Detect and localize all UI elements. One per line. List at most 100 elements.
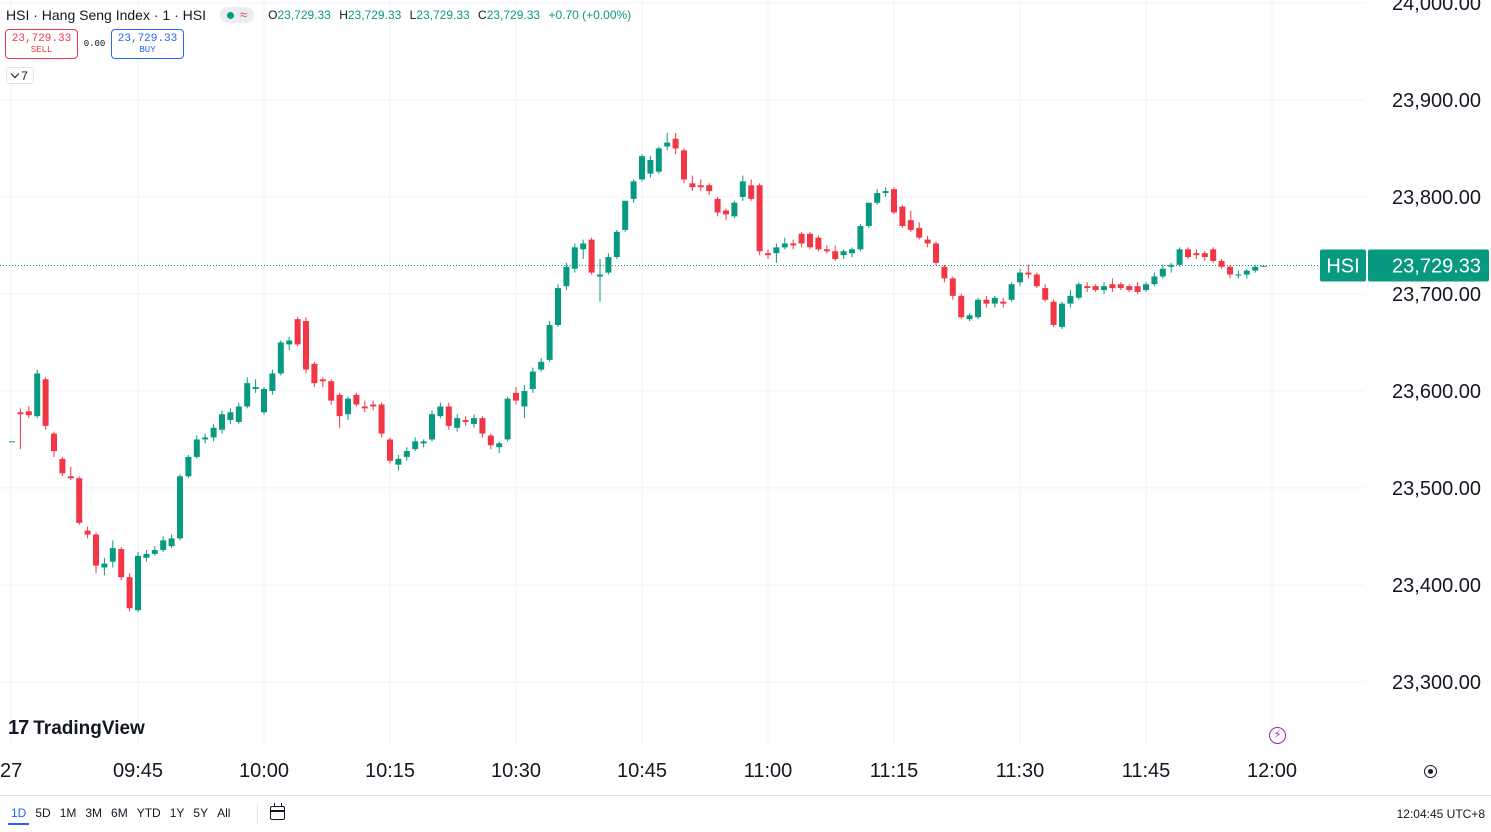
candle-body bbox=[252, 387, 259, 389]
candle bbox=[790, 239, 797, 250]
candle-body bbox=[1243, 270, 1250, 275]
candle-body bbox=[1134, 286, 1141, 292]
candle-body bbox=[563, 266, 570, 287]
candle bbox=[832, 245, 839, 261]
x-tick-label: 12:00 bbox=[1247, 760, 1297, 782]
candle-body bbox=[59, 458, 66, 474]
candle bbox=[126, 573, 133, 612]
candle bbox=[345, 396, 351, 421]
candle bbox=[277, 340, 284, 376]
candle-body bbox=[672, 138, 679, 149]
candle bbox=[613, 229, 620, 260]
candle-body bbox=[1084, 286, 1091, 289]
candle bbox=[67, 466, 74, 481]
candle bbox=[714, 196, 721, 217]
candle bbox=[1168, 262, 1175, 273]
candle-body bbox=[496, 443, 503, 448]
candle-body bbox=[756, 185, 763, 252]
candle bbox=[882, 187, 889, 197]
calendar-icon[interactable] bbox=[270, 803, 285, 820]
candle-body bbox=[815, 237, 822, 250]
candle bbox=[361, 400, 368, 413]
candle bbox=[773, 243, 780, 263]
candle-body bbox=[1000, 301, 1007, 304]
candle bbox=[891, 187, 897, 215]
range-ytd-button[interactable]: YTD bbox=[136, 806, 161, 820]
candle-body bbox=[647, 160, 654, 174]
candle bbox=[370, 400, 377, 411]
candle-body bbox=[1235, 274, 1242, 276]
chevron-down-icon bbox=[10, 69, 20, 79]
candle-body bbox=[1210, 249, 1217, 261]
sell-button[interactable]: 23,729.33 SELL bbox=[5, 29, 78, 59]
range-all-button[interactable]: All bbox=[217, 806, 231, 820]
candle-body bbox=[151, 550, 158, 554]
market-status[interactable]: ≈ bbox=[219, 7, 255, 23]
range-6m-button[interactable]: 6M bbox=[111, 806, 128, 820]
candle-body bbox=[941, 266, 948, 279]
candle-body bbox=[630, 181, 637, 199]
candle-body bbox=[1050, 301, 1057, 325]
sell-label: SELL bbox=[30, 44, 53, 55]
buy-button[interactable]: 23,729.33 BUY bbox=[111, 29, 184, 59]
range-5y-button[interactable]: 5Y bbox=[193, 806, 209, 820]
candle-body bbox=[773, 247, 780, 254]
x-tick-label: 10:00 bbox=[239, 760, 289, 782]
candle-body bbox=[76, 478, 83, 523]
candle-body bbox=[706, 185, 713, 192]
candle-body bbox=[798, 233, 805, 244]
candlestick-chart[interactable]: 24,000.00 23,900.00 23,800.00 23,700.00 23,6… bbox=[0, 0, 1491, 795]
high-value: 23,729.33 bbox=[347, 8, 402, 22]
candle-body bbox=[949, 278, 956, 296]
candle-body bbox=[1092, 286, 1099, 291]
candle-body bbox=[1067, 295, 1074, 304]
candle bbox=[899, 204, 906, 228]
time-axis[interactable]: 27 09:45 10:00 10:15 10:30 10:45 11:00 11:15 11:… bbox=[0, 760, 1297, 782]
range-3m-button[interactable]: 3M bbox=[85, 806, 103, 820]
candle bbox=[479, 416, 486, 438]
candle bbox=[387, 437, 393, 464]
indicators-toggle-button[interactable]: 7 bbox=[6, 67, 34, 84]
candle bbox=[294, 317, 301, 347]
clock-readout[interactable]: 12:04:45 UTC+8 bbox=[1396, 807, 1485, 821]
settings-icon[interactable] bbox=[1424, 765, 1437, 778]
candle-body bbox=[286, 340, 293, 345]
candle-body bbox=[454, 418, 461, 428]
candle-body bbox=[370, 404, 377, 407]
candle bbox=[563, 262, 570, 291]
range-1m-button[interactable]: 1M bbox=[59, 806, 77, 820]
symbol-title[interactable]: HSI · Hang Seng Index · 1 · HSI bbox=[6, 7, 206, 23]
candle-body bbox=[823, 249, 830, 252]
price-axis[interactable]: 24,000.00 23,900.00 23,800.00 23,700.00 23,6… bbox=[1392, 0, 1481, 694]
candle bbox=[933, 241, 939, 265]
lightning-icon[interactable]: ⚡ bbox=[1269, 727, 1286, 744]
candle-body bbox=[546, 324, 553, 360]
candle bbox=[588, 237, 595, 275]
candle bbox=[437, 402, 444, 419]
range-5d-button[interactable]: 5D bbox=[35, 806, 51, 820]
candle bbox=[420, 439, 427, 448]
candle-body bbox=[1059, 303, 1065, 327]
candle bbox=[244, 377, 251, 409]
tradingview-logo[interactable]: 17 TradingView bbox=[8, 717, 145, 740]
candle bbox=[1210, 247, 1217, 263]
candle-body bbox=[336, 394, 343, 417]
candle bbox=[874, 189, 881, 205]
candle-body bbox=[177, 476, 183, 539]
candle-body bbox=[958, 295, 965, 318]
low-value: 23,729.33 bbox=[416, 8, 470, 22]
candle bbox=[84, 526, 91, 539]
candle bbox=[807, 231, 813, 250]
candle bbox=[941, 264, 948, 283]
candle-body bbox=[504, 398, 511, 440]
candle bbox=[840, 249, 847, 260]
candle bbox=[681, 148, 687, 184]
range-1d-button[interactable]: 1D bbox=[7, 806, 32, 825]
candle bbox=[101, 557, 108, 576]
price-tag-value: 23,729.33 bbox=[1392, 255, 1481, 277]
range-1y-button[interactable]: 1Y bbox=[169, 806, 185, 820]
candle bbox=[1185, 247, 1191, 260]
candle bbox=[109, 540, 116, 568]
candle-body bbox=[714, 198, 721, 213]
sell-price: 23,729.33 bbox=[11, 32, 72, 45]
